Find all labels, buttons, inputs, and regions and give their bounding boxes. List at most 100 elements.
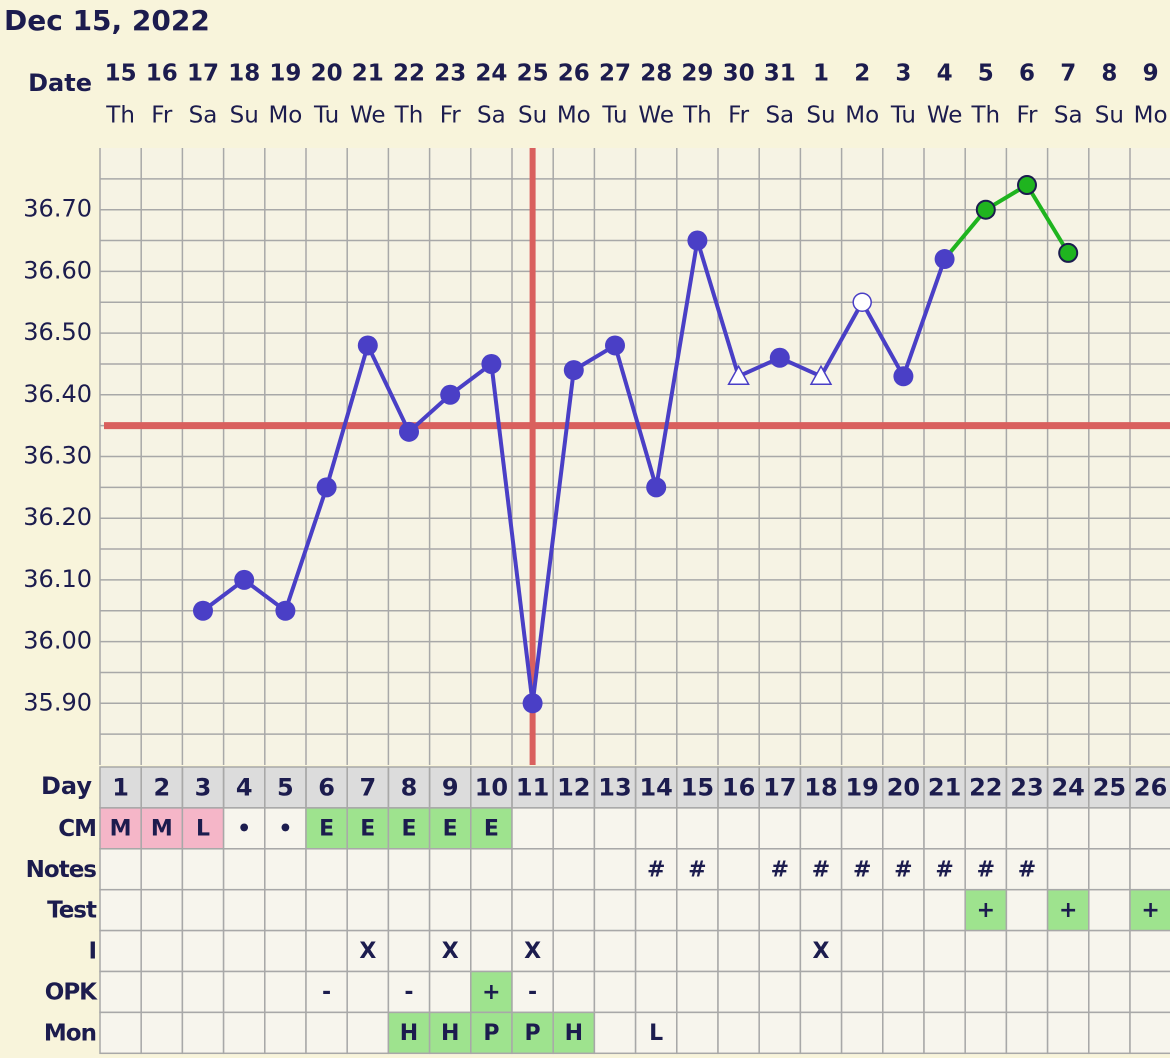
cell <box>634 807 678 850</box>
point <box>316 477 337 498</box>
row-label: Notes <box>26 857 97 883</box>
cell <box>181 807 225 850</box>
cell <box>1129 807 1170 850</box>
cell <box>593 1011 637 1055</box>
cell <box>717 848 760 891</box>
weekday-label: Th <box>970 103 1000 129</box>
day-number: 8 <box>401 773 418 801</box>
cell <box>634 1011 678 1055</box>
point <box>605 335 625 356</box>
weekday-label: Su <box>518 103 547 129</box>
cell-text: - <box>528 980 537 1005</box>
row-label: OPK <box>45 979 98 1005</box>
cell <box>964 848 1008 891</box>
point <box>563 360 584 381</box>
cell <box>923 888 966 932</box>
cell <box>882 888 925 932</box>
cell <box>387 929 431 973</box>
y-tick-label: 35.90 <box>23 688 92 716</box>
weekday-label: Th <box>394 103 424 129</box>
y-tick-label: 36.70 <box>23 195 92 223</box>
cell <box>676 807 719 850</box>
point <box>275 600 296 621</box>
cell <box>1129 970 1170 1014</box>
day-number: 26 <box>1134 773 1167 801</box>
cell-text: + <box>1141 898 1159 923</box>
weekday-label: Mo <box>1134 103 1168 129</box>
line-segment <box>283 486 329 612</box>
cell <box>1046 807 1090 850</box>
cell-text: P <box>525 1021 541 1046</box>
cell-text: P <box>483 1021 499 1046</box>
cell <box>387 848 431 891</box>
cell <box>1046 970 1090 1014</box>
cell <box>758 929 802 973</box>
line-segment <box>695 239 741 377</box>
day-number: 15 <box>681 773 714 801</box>
point-open <box>852 292 872 312</box>
date-label: 8 <box>1101 61 1117 87</box>
date-label: 16 <box>146 61 178 87</box>
weekday-label: Mo <box>845 103 879 129</box>
cell <box>346 1011 390 1055</box>
cell <box>140 1011 184 1055</box>
day-label: Day <box>41 772 92 800</box>
cell <box>593 807 637 850</box>
cell <box>634 888 678 932</box>
weekday-label: Sa <box>765 103 794 129</box>
point <box>522 693 543 714</box>
cell <box>140 888 184 932</box>
cell <box>964 807 1008 850</box>
cell <box>264 1011 307 1055</box>
cell <box>923 1011 966 1055</box>
point-highlight <box>975 199 996 220</box>
cell-text: + <box>1059 898 1077 923</box>
line-segment <box>654 240 700 488</box>
cell <box>264 848 307 891</box>
day-number: 12 <box>557 773 590 801</box>
cell <box>593 929 637 973</box>
weekday-label: Fr <box>440 103 462 129</box>
date-label: 19 <box>269 61 301 87</box>
cell <box>1129 888 1170 932</box>
cell <box>99 888 142 932</box>
date-label: 22 <box>393 61 425 87</box>
cell <box>882 970 925 1014</box>
cell <box>1046 1011 1090 1055</box>
row-label: Mon <box>44 1020 96 1046</box>
cell <box>1046 848 1090 891</box>
day-number: 19 <box>845 773 878 801</box>
cell-text: # <box>647 857 665 882</box>
date-label: 15 <box>105 61 137 87</box>
cell <box>840 1011 884 1055</box>
cell <box>840 807 884 850</box>
day-number: 10 <box>475 773 508 801</box>
cell <box>676 848 719 891</box>
cell <box>428 848 472 891</box>
line-segment <box>530 369 576 704</box>
cell <box>923 970 966 1014</box>
cell <box>1005 1011 1049 1055</box>
row-label: Test <box>47 898 97 924</box>
cell-text: • <box>237 816 251 841</box>
cell <box>1005 807 1049 850</box>
weekday-label: Su <box>806 103 835 129</box>
weekday-label: We <box>927 103 963 129</box>
y-tick-label: 36.50 <box>23 318 92 346</box>
cell <box>387 807 431 850</box>
cell <box>470 929 513 973</box>
cell <box>387 1011 431 1055</box>
cell <box>1129 929 1170 973</box>
cell-text: # <box>688 857 706 882</box>
point <box>481 353 502 374</box>
date-label: 20 <box>311 61 343 87</box>
cell <box>1046 929 1090 973</box>
day-number: 25 <box>1093 773 1126 801</box>
point <box>893 366 914 387</box>
cell <box>717 807 760 850</box>
cell <box>799 1011 843 1055</box>
cell <box>840 970 884 1014</box>
cell-text: # <box>894 857 912 882</box>
date-label: 7 <box>1060 61 1076 87</box>
